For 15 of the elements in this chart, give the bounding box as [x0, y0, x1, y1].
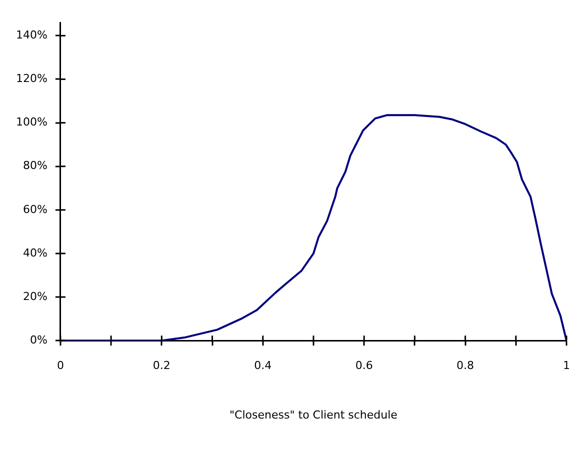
x-tick-label: 0.6	[355, 359, 373, 372]
y-tick-label: 100%	[16, 116, 48, 129]
y-tick-label: 120%	[16, 72, 48, 86]
y-tick-label: 80%	[22, 159, 48, 172]
x-axis-title: "Closeness" to Client schedule	[229, 408, 398, 422]
x-tick-label: 1	[563, 359, 570, 372]
y-tick-label: 0%	[30, 333, 48, 346]
y-tick-label: 140%	[16, 28, 48, 42]
x-tick-label: 0.2	[152, 359, 170, 372]
x-tick-label: 0.8	[456, 359, 474, 372]
y-tick-label: 60%	[22, 202, 48, 216]
y-tick-label: 40%	[22, 246, 48, 260]
y-tick-label: 20%	[22, 290, 48, 303]
x-tick-label: 0	[56, 359, 64, 372]
x-tick-label: 0.4	[254, 359, 272, 372]
